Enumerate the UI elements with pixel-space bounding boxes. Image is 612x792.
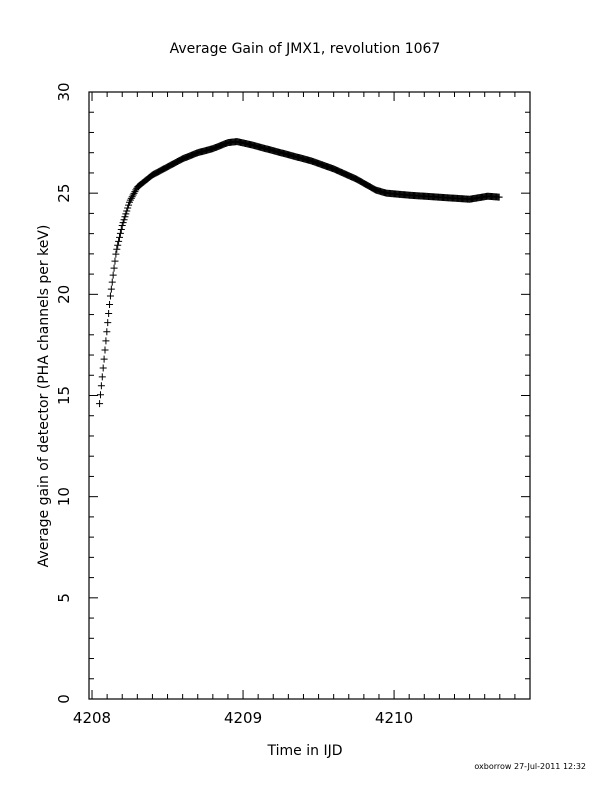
data-point: [132, 186, 140, 194]
data-point: [109, 271, 117, 279]
data-point: [123, 207, 131, 215]
data-point: [128, 193, 136, 201]
data-point: [124, 204, 132, 212]
y-tick-label: 30: [55, 82, 73, 101]
y-tick-label: 20: [55, 285, 73, 304]
data-point: [120, 216, 128, 224]
data-point: [115, 237, 123, 245]
x-tick-label: 4208: [73, 709, 111, 727]
data-point: [98, 373, 106, 381]
data-point: [113, 245, 121, 253]
data-point: [125, 201, 133, 209]
data-point: [114, 241, 122, 249]
data-point: [119, 219, 127, 227]
data-point: [108, 278, 116, 286]
plot-area: [88, 91, 531, 700]
data-point: [102, 337, 110, 345]
y-tick-label: 10: [55, 487, 73, 506]
data-point: [106, 292, 114, 300]
data-point: [111, 257, 119, 265]
data-point: [131, 188, 139, 196]
y-tick-label: 5: [55, 593, 73, 603]
data-point: [116, 229, 124, 237]
data-point: [127, 194, 135, 202]
data-point: [121, 213, 129, 221]
y-axis-label: Average gain of detector (PHA channels p…: [36, 225, 52, 568]
data-point: [96, 400, 104, 408]
data-point: [130, 189, 138, 197]
axis-ticks: [89, 91, 531, 700]
data-point: [495, 193, 503, 201]
data-point: [103, 328, 111, 336]
data-point: [122, 210, 130, 218]
y-tick-label: 15: [55, 386, 73, 405]
data-point: [96, 391, 104, 399]
data-point: [99, 364, 107, 372]
data-point: [106, 300, 114, 308]
data-point: [110, 264, 118, 272]
data-point: [112, 250, 120, 258]
x-tick-label: 4209: [224, 709, 262, 727]
data-point: [105, 310, 113, 318]
data-point: [118, 222, 126, 230]
data-point: [104, 319, 112, 327]
plot-frame: [88, 91, 531, 700]
y-tick-label: 0: [55, 694, 73, 704]
data-point: [100, 355, 108, 363]
y-tick-label: 25: [55, 184, 73, 203]
data-point: [97, 382, 105, 390]
axis-tick-labels: 0 5 10 15 20 25 30 4208 4209 4210: [55, 82, 413, 727]
data-points: [96, 138, 503, 408]
data-point: [117, 225, 125, 233]
data-point: [126, 196, 134, 204]
data-point: [107, 285, 115, 293]
data-point: [101, 346, 109, 354]
footer-stamp: oxborrow 27-Jul-2011 12:32: [474, 762, 586, 771]
x-tick-label: 4210: [375, 709, 413, 727]
chart-title: Average Gain of JMX1, revolution 1067: [170, 41, 441, 57]
data-point: [116, 233, 124, 241]
x-axis-label: Time in IJD: [267, 743, 343, 759]
data-point: [129, 191, 137, 199]
